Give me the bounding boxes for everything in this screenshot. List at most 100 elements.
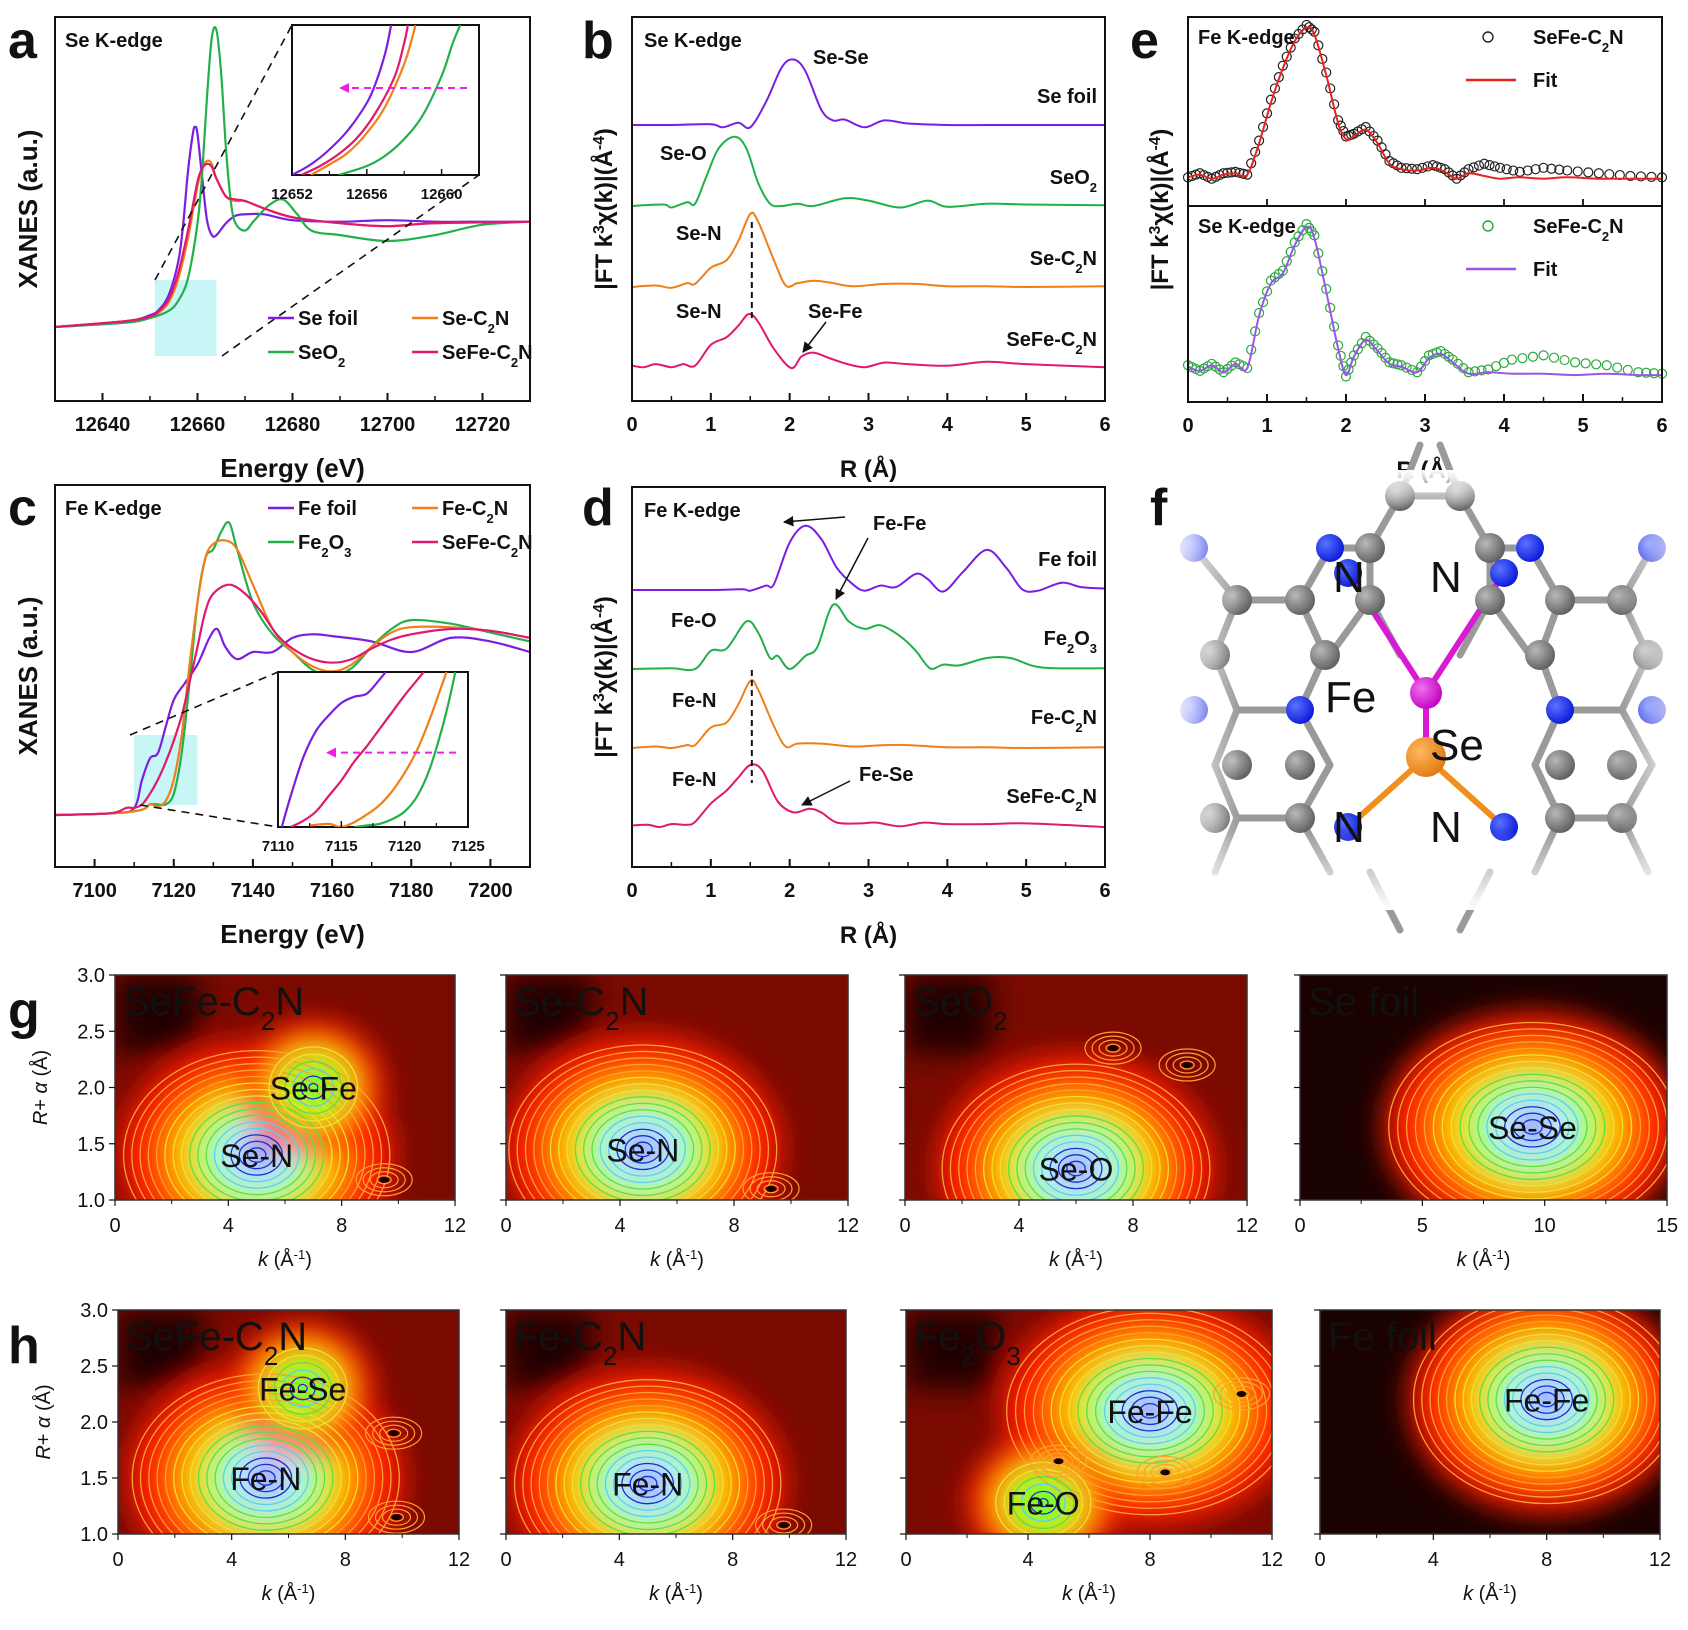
contour-line (632, 1141, 653, 1158)
series-line-se-foil (54, 125, 530, 329)
data-marker (1494, 162, 1506, 173)
series-line-se-c2n (631, 211, 1106, 289)
contour-line (1143, 1459, 1187, 1486)
contour-line (1094, 1370, 1206, 1451)
peak-label: Fe-Se (259, 1371, 346, 1407)
contour-line (1520, 1378, 1574, 1421)
text-part: k (258, 1249, 269, 1271)
x-tick-label: 5 (1021, 880, 1032, 902)
plot-frame (631, 486, 1106, 868)
contour-line (147, 1069, 366, 1200)
atom-label-n: N (1333, 553, 1365, 602)
text-part: + (30, 1093, 52, 1110)
text-part: (Å) (29, 1050, 52, 1082)
peak-annotation: Fe-O (671, 610, 717, 632)
x-tick-label: 0 (899, 1215, 910, 1237)
x-tick-label: 0 (626, 414, 637, 436)
text-part: Fe foil (298, 498, 357, 520)
contour-line (756, 1180, 786, 1198)
contour-line (1041, 1332, 1259, 1490)
contour-line (1521, 1119, 1543, 1135)
map-title: Fe-C2N (514, 1315, 646, 1371)
zoom-guide-line (129, 671, 279, 736)
text-part: k (1049, 1249, 1060, 1271)
x-axis-label: k (Å-1) (1049, 1247, 1103, 1272)
text-part: SeFe-C (442, 342, 511, 364)
map-title: Fe2O3 (914, 1315, 1021, 1371)
contour-line (621, 1462, 675, 1505)
y-axis-label: |FT k3χ(k)|(Å-4) (590, 128, 618, 290)
map-title: Se foil (1308, 980, 1419, 1024)
map-title: Fe foil (1328, 1315, 1437, 1359)
data-marker (1257, 297, 1269, 308)
contour-line (1150, 1463, 1180, 1482)
series-name-label: Se foil (1037, 86, 1097, 108)
text-part: Fe-C (514, 1315, 603, 1359)
text-part: O (975, 1315, 1006, 1359)
contour-line (1477, 1086, 1588, 1168)
map-body (118, 1310, 459, 1534)
text-part: -1 (686, 1247, 698, 1262)
peak-annotation: Fe-Fe (873, 513, 926, 535)
x-tick-label: 0 (500, 1215, 511, 1237)
text-part: SeFe-C (1533, 27, 1602, 49)
text-part: Fe-C (442, 498, 486, 520)
x-tick-label: 8 (340, 1549, 351, 1571)
contour-line (1023, 1319, 1272, 1503)
contour-line (222, 1444, 309, 1512)
text-part: χ(k)|(Å (1146, 150, 1174, 225)
local-minimum (1160, 1469, 1171, 1476)
x-tick-label: 0 (1314, 1549, 1325, 1571)
text-part: -4 (591, 604, 608, 618)
inset-x-tick-label: 12656 (346, 186, 388, 203)
fit-line (1187, 26, 1662, 180)
contour-line (769, 1516, 799, 1534)
data-marker (1406, 163, 1417, 174)
text-part: 2 (338, 355, 345, 370)
iron-atom (1410, 677, 1442, 709)
contour-line (599, 1115, 686, 1184)
x-tick-label: 5 (1021, 414, 1032, 436)
dark-region (905, 975, 991, 1054)
text-part: α (33, 1416, 55, 1428)
data-marker (1242, 169, 1253, 180)
atom-label-n: N (1430, 553, 1462, 602)
data-marker (1261, 286, 1273, 297)
panel-letter: g (8, 982, 40, 1040)
peak-annotation: Fe-N (672, 769, 716, 791)
contour-line (230, 1134, 284, 1176)
series-line-fe-foil (631, 524, 1106, 593)
edge-label: Se K-edge (644, 30, 742, 52)
series-name-label: SeFe-C2N (1006, 329, 1097, 357)
contour-line (1029, 1490, 1058, 1515)
text-part: 2 (1067, 641, 1074, 656)
contour-line (1172, 1056, 1202, 1074)
y-tick-label: 2.0 (77, 1078, 105, 1100)
dark-region (506, 975, 592, 1054)
x-tick-label: 12 (448, 1549, 470, 1571)
carbon-atom (1475, 585, 1505, 615)
text-part: -1 (1499, 1581, 1511, 1596)
panel-letter: c (8, 479, 37, 537)
x-tick-label: 1 (1261, 415, 1272, 437)
x-tick-label: 12 (1236, 1215, 1258, 1237)
contour-line (1454, 1327, 1640, 1472)
text-part: N (1083, 248, 1097, 270)
map-title: SeO2 (913, 980, 1008, 1036)
carbon-atom (1285, 750, 1315, 780)
x-tick-label: 1 (705, 880, 716, 902)
contour-line (574, 1096, 711, 1200)
data-marker (1633, 367, 1644, 378)
text-part: N (617, 1315, 646, 1359)
panel-letter: a (8, 12, 38, 70)
text-part: -1 (1492, 1247, 1504, 1262)
panel-letter: h (8, 1317, 40, 1375)
contour-line (1536, 1391, 1557, 1408)
text-part: 3 (1147, 225, 1164, 234)
text-part: SeO (298, 342, 338, 364)
x-tick-label: 12 (444, 1215, 466, 1237)
contour-line (1130, 1396, 1170, 1426)
text-part: N (1083, 329, 1097, 351)
series-line-fe-c2n (631, 679, 1106, 750)
peak-annotation: Se-Se (813, 47, 869, 69)
